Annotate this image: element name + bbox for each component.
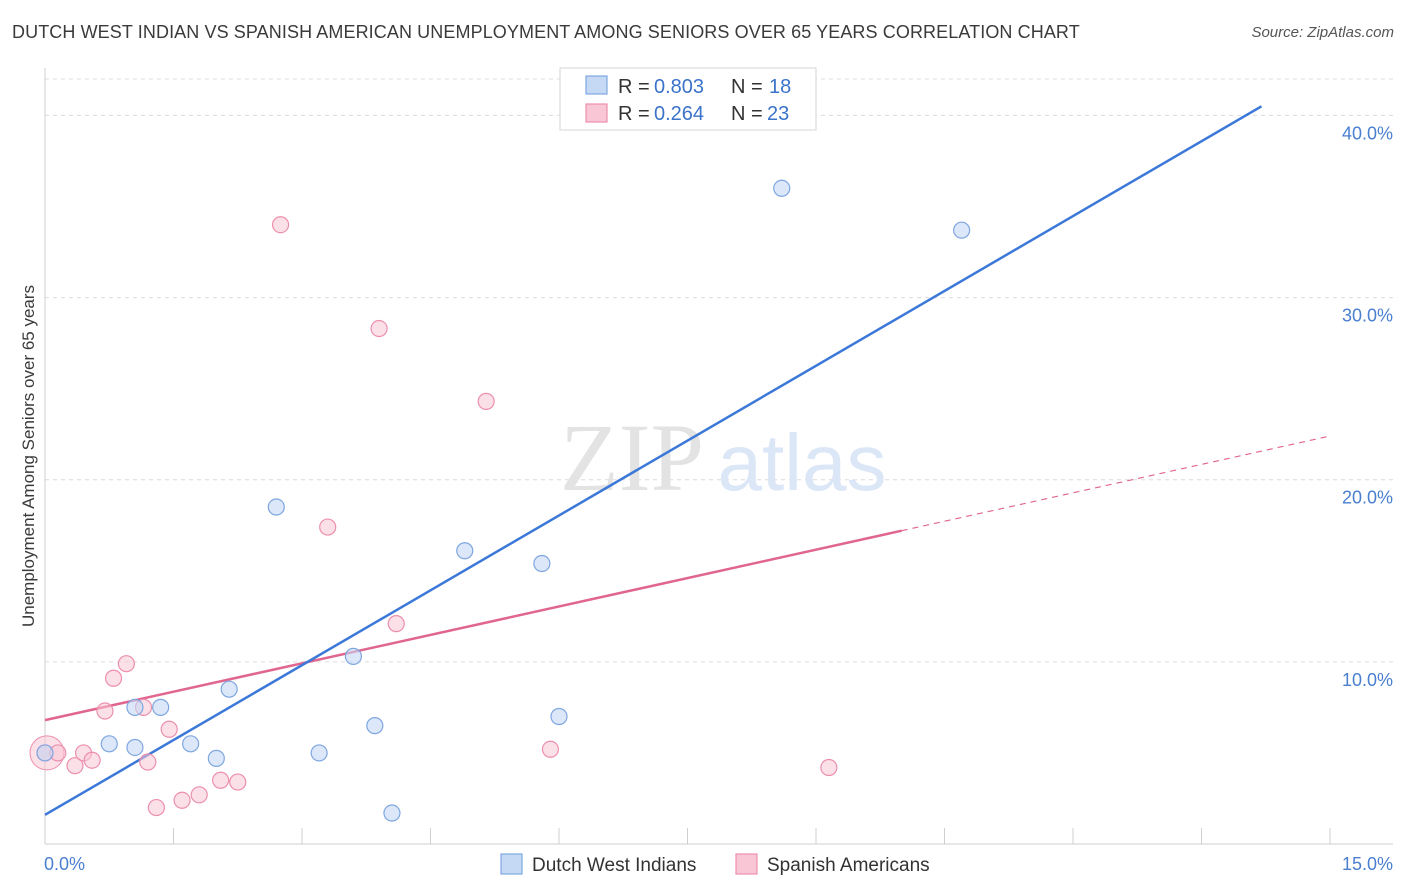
data-point-spanish-americans [541, 740, 560, 758]
x-tick-label-min: 0.0% [44, 854, 85, 874]
legend-r-label-2: R = [618, 103, 650, 125]
data-point-dutch-west-indians [344, 647, 362, 665]
data-point-dutch-west-indians [152, 698, 170, 716]
data-point-dutch-west-indians [182, 735, 200, 753]
data-point-spanish-americans [117, 655, 135, 673]
legend-n-value-2: 23 [767, 103, 789, 125]
data-point-spanish-americans [387, 615, 405, 633]
data-point-spanish-americans [370, 319, 388, 338]
data-point-dutch-west-indians [773, 179, 791, 197]
y-tick-label: 10.0% [1342, 670, 1393, 690]
data-point-dutch-west-indians [126, 698, 144, 716]
data-point-dutch-west-indians [456, 542, 474, 560]
data-point-spanish-americans [319, 518, 337, 536]
data-point-spanish-americans [96, 702, 114, 720]
series-legend-swatch-pink [735, 853, 758, 875]
correlation-legend: R = 0.803 N = 18 R = 0.264 N = 23 [559, 67, 817, 131]
data-point-spanish-americans [212, 771, 230, 789]
watermark: ZIP atlas [560, 404, 886, 511]
series-legend-label-pink: Spanish Americans [767, 855, 930, 876]
chart-title: DUTCH WEST INDIAN VS SPANISH AMERICAN UN… [12, 22, 1080, 42]
data-point-spanish-americans [66, 757, 84, 775]
data-points [29, 179, 971, 822]
data-point-dutch-west-indians [383, 804, 401, 822]
data-point-dutch-west-indians [36, 744, 54, 762]
y-tick-label: 20.0% [1342, 488, 1393, 508]
legend-r-value-1: 0.803 [654, 76, 704, 98]
data-point-dutch-west-indians [100, 735, 118, 753]
data-point-spanish-americans [173, 791, 191, 809]
data-point-dutch-west-indians [550, 707, 568, 726]
watermark-zip: ZIP [560, 404, 704, 511]
data-point-spanish-americans [160, 720, 178, 738]
series-legend-swatch-blue [500, 853, 523, 875]
grid-lines [45, 78, 1393, 663]
data-point-dutch-west-indians [126, 738, 144, 757]
legend-n-label-2: N = [731, 103, 763, 125]
data-point-dutch-west-indians [207, 749, 225, 767]
data-point-spanish-americans [139, 753, 157, 771]
y-tick-label: 30.0% [1342, 306, 1393, 326]
data-point-spanish-americans [190, 786, 208, 804]
data-point-dutch-west-indians [366, 717, 384, 735]
data-point-dutch-west-indians [267, 498, 285, 516]
data-point-dutch-west-indians [953, 221, 971, 239]
data-point-spanish-americans [147, 798, 165, 817]
trend-line-dutch-west-indians [44, 105, 1263, 816]
data-point-dutch-west-indians [533, 554, 551, 573]
data-point-dutch-west-indians [310, 744, 328, 762]
data-point-spanish-americans [477, 392, 495, 410]
trend-line-spanish-americans-extrapolated [901, 435, 1331, 532]
data-point-spanish-americans [104, 669, 123, 687]
series-legend-label-blue: Dutch West Indians [532, 855, 696, 876]
x-tick-label-max: 15.0% [1342, 854, 1393, 874]
source-credit: Source: ZipAtlas.com [1251, 24, 1394, 41]
legend-n-label-1: N = [731, 76, 763, 98]
data-point-spanish-americans [820, 758, 838, 777]
y-tick-labels: 10.0% 20.0% 30.0% 40.0% [1342, 123, 1393, 689]
legend-swatch-blue [585, 75, 608, 95]
data-point-spanish-americans [271, 216, 290, 234]
data-point-dutch-west-indians [220, 680, 238, 698]
data-point-spanish-americans [229, 773, 247, 791]
legend-r-value-2: 0.264 [654, 103, 704, 125]
axes [44, 68, 1393, 845]
data-point-spanish-americans [83, 751, 101, 769]
trend-line-spanish-americans [44, 529, 902, 722]
y-tick-label: 40.0% [1342, 123, 1393, 143]
trend-lines [44, 105, 1331, 816]
watermark-atlas: atlas [718, 418, 887, 507]
legend-r-label-1: R = [618, 76, 650, 98]
legend-swatch-pink [585, 103, 608, 123]
y-axis-label: Unemployment Among Seniors over 65 years [19, 285, 38, 627]
legend-n-value-1: 18 [769, 76, 791, 98]
series-legend: Dutch West Indians Spanish Americans [500, 853, 930, 876]
